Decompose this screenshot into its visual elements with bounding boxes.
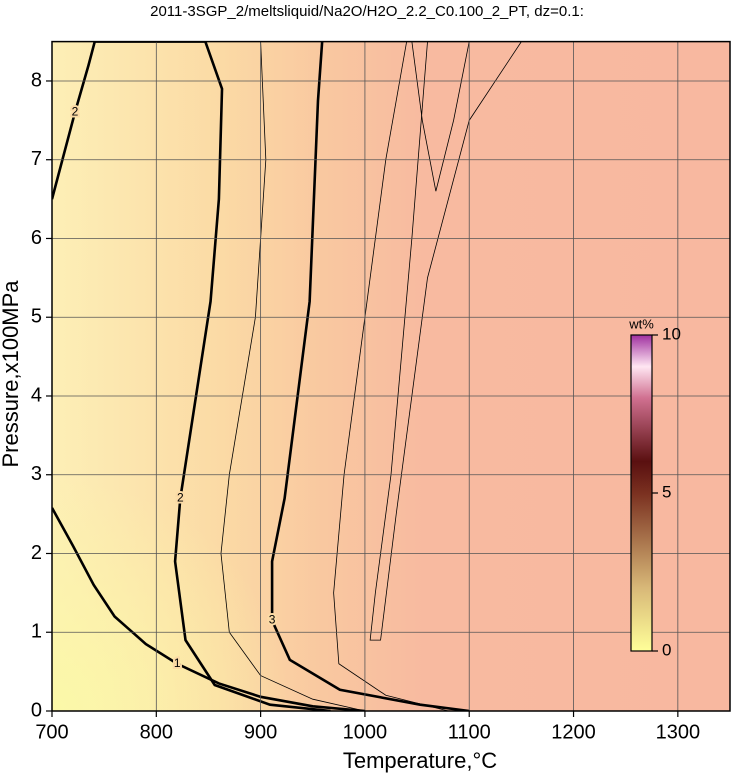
y-tick-label: 6 [31,227,42,249]
y-tick-label: 1 [31,621,42,643]
plot-frame [51,40,731,712]
y-tick-label: 3 [31,463,42,485]
x-axis-label: Temperature,°C [343,748,497,773]
y-tick-label: 0 [31,699,42,721]
colorbar-tick-label: 5 [662,482,671,501]
x-tick-label: 1100 [448,721,491,743]
colorbar [630,334,653,652]
y-tick-label: 5 [31,306,42,328]
x-tick-label: 900 [244,721,277,743]
y-tick-label: 7 [31,148,42,170]
contour-label: 2 [177,491,184,505]
y-tick-label: 4 [31,384,42,406]
colorbar-tick-label: 10 [662,324,681,343]
contour-label: 3 [269,613,276,627]
colorbar-tick-label: 0 [662,640,671,659]
x-tick-label: 1300 [656,721,701,743]
minor-contour [411,41,470,192]
major-contour [94,41,331,712]
major-contour [270,41,470,712]
major-contour [52,507,366,712]
x-tick-label: 1000 [343,721,388,743]
plot-background-low [52,41,730,712]
contour-label: 1 [174,656,181,670]
x-tick-label: 800 [140,721,173,743]
major-contour [52,41,97,200]
x-tick-label: 700 [35,721,68,743]
y-tick-label: 2 [31,542,42,564]
y-axis-label: Pressure,x100MPa [0,280,23,468]
chart-title: 2011-3SGP_2/meltsliquid/Na2O/H2O_2.2_C0.… [150,3,584,20]
minor-contour [369,41,522,641]
colorbar-label: wt% [628,316,654,331]
y-tick-label: 8 [31,69,42,91]
contour-label: 2 [72,105,79,119]
x-tick-label: 1200 [551,721,596,743]
minor-contour [333,41,449,712]
